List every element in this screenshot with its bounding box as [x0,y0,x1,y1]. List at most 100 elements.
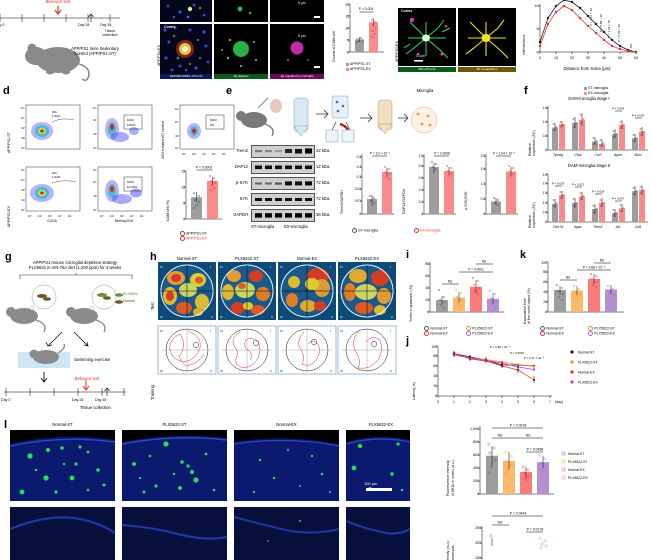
svg-text:10⁵: 10⁵ [93,106,97,110]
panel-f-stage1-plot: 00.51.01.5 P = 0.024 P = 0.041 [543,106,648,157]
legend-swatch-ex-f [584,91,587,95]
svg-text:15: 15 [345,15,349,19]
panel-j-p2: P = 0.0023 [510,351,524,355]
panel-b-region-label: Cortex [164,25,176,29]
panel-i-ann-3: P = 0.0001 [468,268,484,272]
svg-text:III: III [220,315,223,319]
panel-b-image-tr [270,0,324,22]
legend-circle-ex [180,236,186,242]
panel-f-stage1-gene-5: B2m [635,153,642,157]
svg-text:80: 80 [433,354,437,358]
blot-row-2: DAP12 [234,164,248,169]
flow-gate-label-4: DAM [127,180,134,184]
panel-e-chart1-ylabel: Trem2/GAPDH [340,189,344,214]
legend-circle-st-micro [352,228,358,234]
panel-i-legend-1: Normal-ST [424,326,448,332]
svg-text:10³: 10³ [202,152,206,156]
svg-text:0.8: 0.8 [419,164,424,168]
panel-b-caption-2: Aβ plaques [214,74,268,79]
svg-text:IV: IV [340,329,343,333]
panel-l-chart1-ann-2: NS [498,434,503,438]
svg-text:0: 0 [537,51,539,55]
panel-b-image-tl [160,0,212,22]
sholl-xlabel: Distance from soma (µm) [563,66,611,71]
panel-f-stage2-p1: P = 0.029 [552,182,565,186]
svg-text:600: 600 [473,453,479,457]
panel-e-chart-3: p-SYK/SYK 0 0.5 1.0 1.5 2.0 P = 1.04 × 10⁻⁵ [462,148,524,240]
svg-text:10⁴: 10⁴ [93,118,97,122]
panel-l-scalebar [366,488,392,491]
flow-plot-st-cd11b[interactable]: MG 1.02% 10⁰ 10² 10³ 10⁴ 10⁵ [18,104,81,157]
svg-text:IV: IV [160,265,163,269]
legend-circle-k-plx-ex [588,331,594,337]
panel-e-label: e [226,85,233,97]
blot-kda-4: 72 kDa [316,196,330,201]
svg-text:II: II [211,315,213,319]
panel-e-chart-1: Trem2/GAPDH 0 0.01 0.02 0.3 0.4 0.5 P = 3.2 … [338,148,400,240]
panel-j-legend-1: Normal-ST [578,350,594,354]
panel-c-pvalue: P = 0.004 [359,7,374,11]
panel-e-chart-2: DAP12/GAPDH 0 0.2 0.4 0.6 0.8 1.0 P = 0.3068… [400,148,462,240]
panel-k-ann-3: P = 3.88 × 10⁻⁵ [583,266,606,270]
panel-h-col-2: PLX5622-ST [235,256,259,261]
panel-b: APP/PS1-EX 5 µm [152,0,330,80]
svg-text:10³: 10³ [48,214,52,218]
svg-text:20: 20 [543,300,547,304]
panel-l-cortex-plx-st [121,430,228,501]
panel-f-legend-1: ST-microglia [584,86,608,90]
svg-text:10⁵: 10⁵ [21,168,25,172]
flow-plot-st-xo4[interactable]: DAM 6.82% 10⁰ 10³ 10⁴ 10⁵ [90,104,153,157]
svg-text:10⁰: 10⁰ [21,208,25,212]
panel-j-xlabel: (day) [555,400,563,404]
panel-c-legend-label-1: APP/PS1-ST [349,62,371,66]
panel-f-label: f [524,85,528,97]
svg-text:III: III [220,369,223,373]
panel-l-col-2: PLX5622-ST [162,422,187,427]
panel-l-hippo-normal-st [9,507,116,560]
panel-c-ylabel: Counts of DAM cell [332,31,336,62]
panel-g-label: g [5,251,12,263]
flow-gate-pct-4: 10.39% [127,185,138,189]
panel-f-stage1-gene-2: Ctsb [575,153,582,157]
panel-f-stage2-gene-2: Itgax [574,225,582,229]
flow-plot-control[interactable]: DAM 0% 10⁰ 10³ 10⁴ 10⁵ 10⁰ 10² 10³ 10⁴ 10⁵ [172,104,235,161]
svg-text:III: III [280,369,283,373]
svg-text:20: 20 [433,384,437,388]
svg-text:250: 250 [475,526,481,530]
panel-k-ylabel: Exploration time of the novel object (%) [523,288,532,324]
svg-text:10⁵: 10⁵ [21,106,25,110]
svg-text:20: 20 [570,56,574,60]
svg-text:1.5: 1.5 [543,106,548,110]
panel-b-image-tm [214,0,268,22]
panel-i-ann-1: NS [448,280,452,284]
panel-f-stage2: Relative expression (FC) 0 0.5 1.0 1.5 2.0 2… [524,168,651,240]
panel-sholl: Intersections 0 5 10 0 10 20 30 40 50 60 P = 1.… [518,0,651,80]
svg-text:40: 40 [602,56,606,60]
panel-a-timeline-axis [0,6,120,22]
panel-c-image-left [398,8,456,66]
flow-gate-pct-1: 1.02% [52,114,61,118]
panel-c-legend-1: APP/PS1-ST [346,62,371,66]
svg-text:10⁵: 10⁵ [68,214,72,218]
panel-c-plot: 0 5 10 15 20 P = 0.004 [345,3,384,55]
panel-l-chart1-legend-4: PLX5622-EX [568,476,588,480]
panel-d-row-label-2: APP/PS1-EX [7,206,11,227]
svg-text:10⁵: 10⁵ [222,152,226,156]
panel-h-col-4: PLX5622-EX [354,256,380,261]
svg-text:I: I [330,329,331,333]
panel-i-legend-3: Normal-EX [424,331,448,337]
panel-f-stage2-gene-5: Cd9 [635,225,641,229]
flow-plot-ex-cd11b[interactable]: MG 1.04% 10⁰ 10² 10³ 10⁴ 10⁵ 10⁰ 10² 10³ 10⁴ 10⁵… [18,166,81,223]
svg-text:10³: 10³ [175,134,179,138]
svg-text:5: 5 [347,39,349,43]
svg-text:I: I [390,329,391,333]
svg-text:II: II [271,315,273,319]
svg-text:3: 3 [485,400,487,404]
svg-text:IV: IV [340,265,343,269]
panel-a-group-caption: APP/PS1 mice Sedentary Control (APP/PS1-… [71,46,119,57]
